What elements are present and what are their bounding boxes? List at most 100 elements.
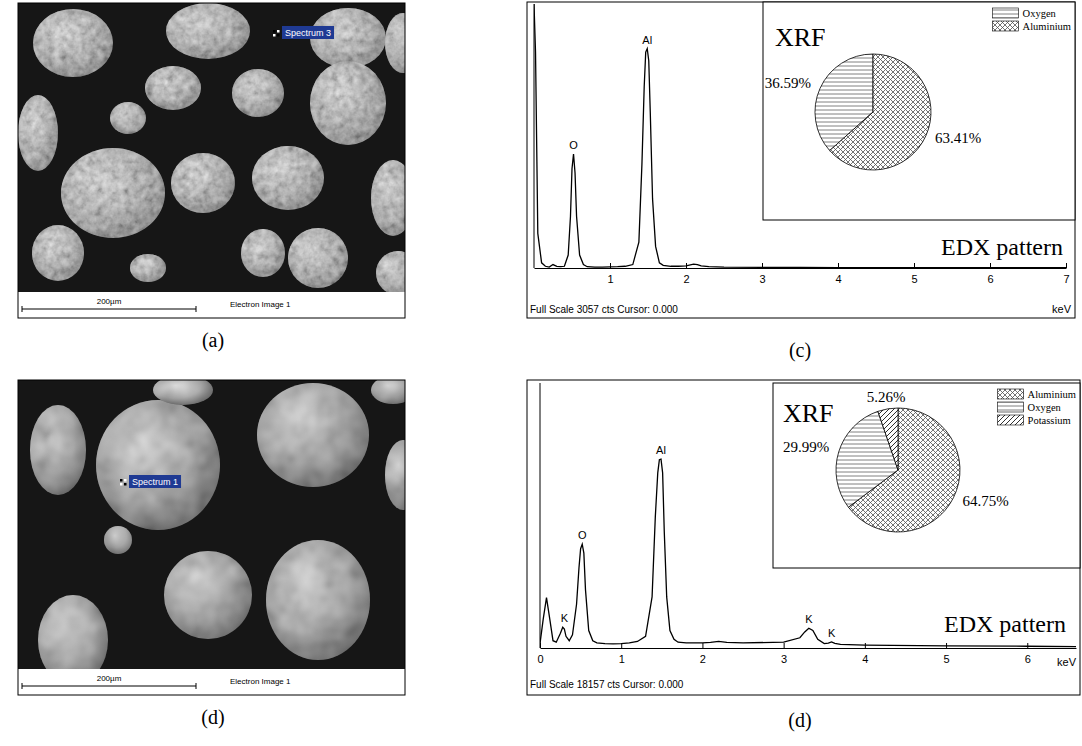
tick-mark [990, 263, 991, 268]
tick-mark [702, 643, 703, 648]
tick-mark [784, 643, 785, 648]
marker-cross [124, 483, 127, 486]
particle-texture [18, 95, 58, 171]
marker-label: Spectrum 1 [132, 477, 178, 487]
marker-cross [120, 483, 123, 486]
tick-label: 0 [537, 653, 543, 665]
legend: OxygenAluminium [993, 8, 1071, 32]
x-tick: 5 [911, 263, 917, 285]
scale-bar-end [22, 683, 23, 689]
particle-texture [288, 228, 348, 288]
particle-texture [38, 595, 108, 669]
particle [288, 228, 348, 288]
tick-label: 2 [683, 273, 689, 285]
particle-texture [376, 251, 405, 292]
particle [30, 405, 86, 495]
marker-cross [273, 34, 276, 37]
image-caption: Electron Image 1 [230, 677, 291, 686]
y-axis-line [540, 383, 541, 648]
particle-texture [232, 69, 284, 117]
x-tick: 3 [781, 643, 787, 665]
panel-label: (d) [201, 706, 224, 729]
particle [266, 540, 370, 660]
particle-texture [30, 405, 86, 495]
particle-texture [252, 146, 324, 210]
particle [18, 95, 58, 171]
x-tick: 3 [759, 263, 765, 285]
tick-mark [865, 643, 866, 648]
x-axis-title: keV [1057, 656, 1077, 668]
particle-texture [96, 400, 220, 530]
particle-texture [171, 153, 235, 213]
inset-box [773, 383, 1080, 568]
panel-label: (d) [788, 709, 811, 732]
chart-footer: Full Scale 18157 cts Cursor: 0.000 [530, 679, 684, 690]
panel-border [18, 380, 405, 695]
particle [376, 251, 405, 292]
x-tick: 5 [943, 643, 949, 665]
particle-texture [130, 254, 166, 282]
tick-mark [610, 263, 611, 268]
particle-texture [33, 9, 113, 77]
particle [252, 146, 324, 210]
pie-slice [830, 54, 931, 170]
x-tick: 4 [835, 263, 841, 285]
pie-slice [878, 408, 898, 470]
spectrum-marker: Spectrum 1 [120, 475, 181, 488]
x-axis-line [535, 268, 1067, 269]
particle [171, 153, 235, 213]
spectrum-marker: Spectrum 3 [273, 26, 334, 39]
legend-swatch [993, 21, 1019, 31]
x-axis: 0123456 [537, 643, 1076, 665]
scale-bar [22, 309, 196, 310]
x-axis: 1234567 [535, 263, 1070, 285]
particle [166, 3, 250, 59]
x-tick: 6 [1025, 643, 1031, 665]
particle-texture [32, 225, 84, 281]
panel-border [18, 3, 405, 318]
peak-label: Al [642, 34, 652, 46]
particle-texture [241, 229, 285, 277]
x-tick: 6 [987, 263, 993, 285]
tick-mark [914, 263, 915, 268]
inset-box [763, 2, 1075, 220]
chart-title: EDX pattern [944, 611, 1066, 637]
legend-label: Potassium [1028, 415, 1071, 426]
marker-cross [277, 30, 280, 33]
x-tick: 1 [619, 643, 625, 665]
data-label: 29.99% [783, 439, 829, 455]
particle [385, 13, 405, 73]
tick-mark [540, 643, 541, 648]
particle [38, 595, 108, 669]
tick-label: 3 [759, 273, 765, 285]
scale-bar-label: 200µm [97, 674, 122, 683]
tick-label: 6 [987, 273, 993, 285]
legend-swatch [998, 402, 1024, 412]
legend-label: Aluminium [1023, 21, 1071, 32]
legend-swatch [993, 8, 1019, 18]
particle-texture [110, 102, 146, 134]
sem-panel: 200µmElectron Image 1Spectrum 3 [18, 3, 421, 318]
tick-label: 5 [943, 653, 949, 665]
tick-label: 6 [1025, 653, 1031, 665]
info-strip [18, 292, 405, 318]
x-tick: 7 [1063, 263, 1069, 285]
legend-swatch [998, 389, 1024, 399]
data-label: 63.41% [935, 130, 981, 146]
tick-label: 1 [619, 653, 625, 665]
particle-texture [164, 551, 252, 639]
tick-mark [838, 263, 839, 268]
inset-title: XRF [783, 399, 834, 428]
marker-cross [120, 479, 123, 482]
particle [33, 9, 113, 77]
xrf-inset: 64.75%29.99%5.26%XRFAluminiumOxygenPotas… [773, 383, 1080, 568]
info-strip [18, 669, 405, 695]
y-axis-line [534, 4, 535, 268]
particle-texture [371, 160, 405, 236]
data-label: 36.59% [765, 75, 811, 91]
tick-mark [621, 643, 622, 648]
inset-title: XRF [775, 23, 826, 52]
tick-label: 5 [911, 273, 917, 285]
sem-panel: 200µm Electron Image 1 Spectrum 1 [18, 375, 421, 695]
tick-label: 4 [862, 653, 868, 665]
